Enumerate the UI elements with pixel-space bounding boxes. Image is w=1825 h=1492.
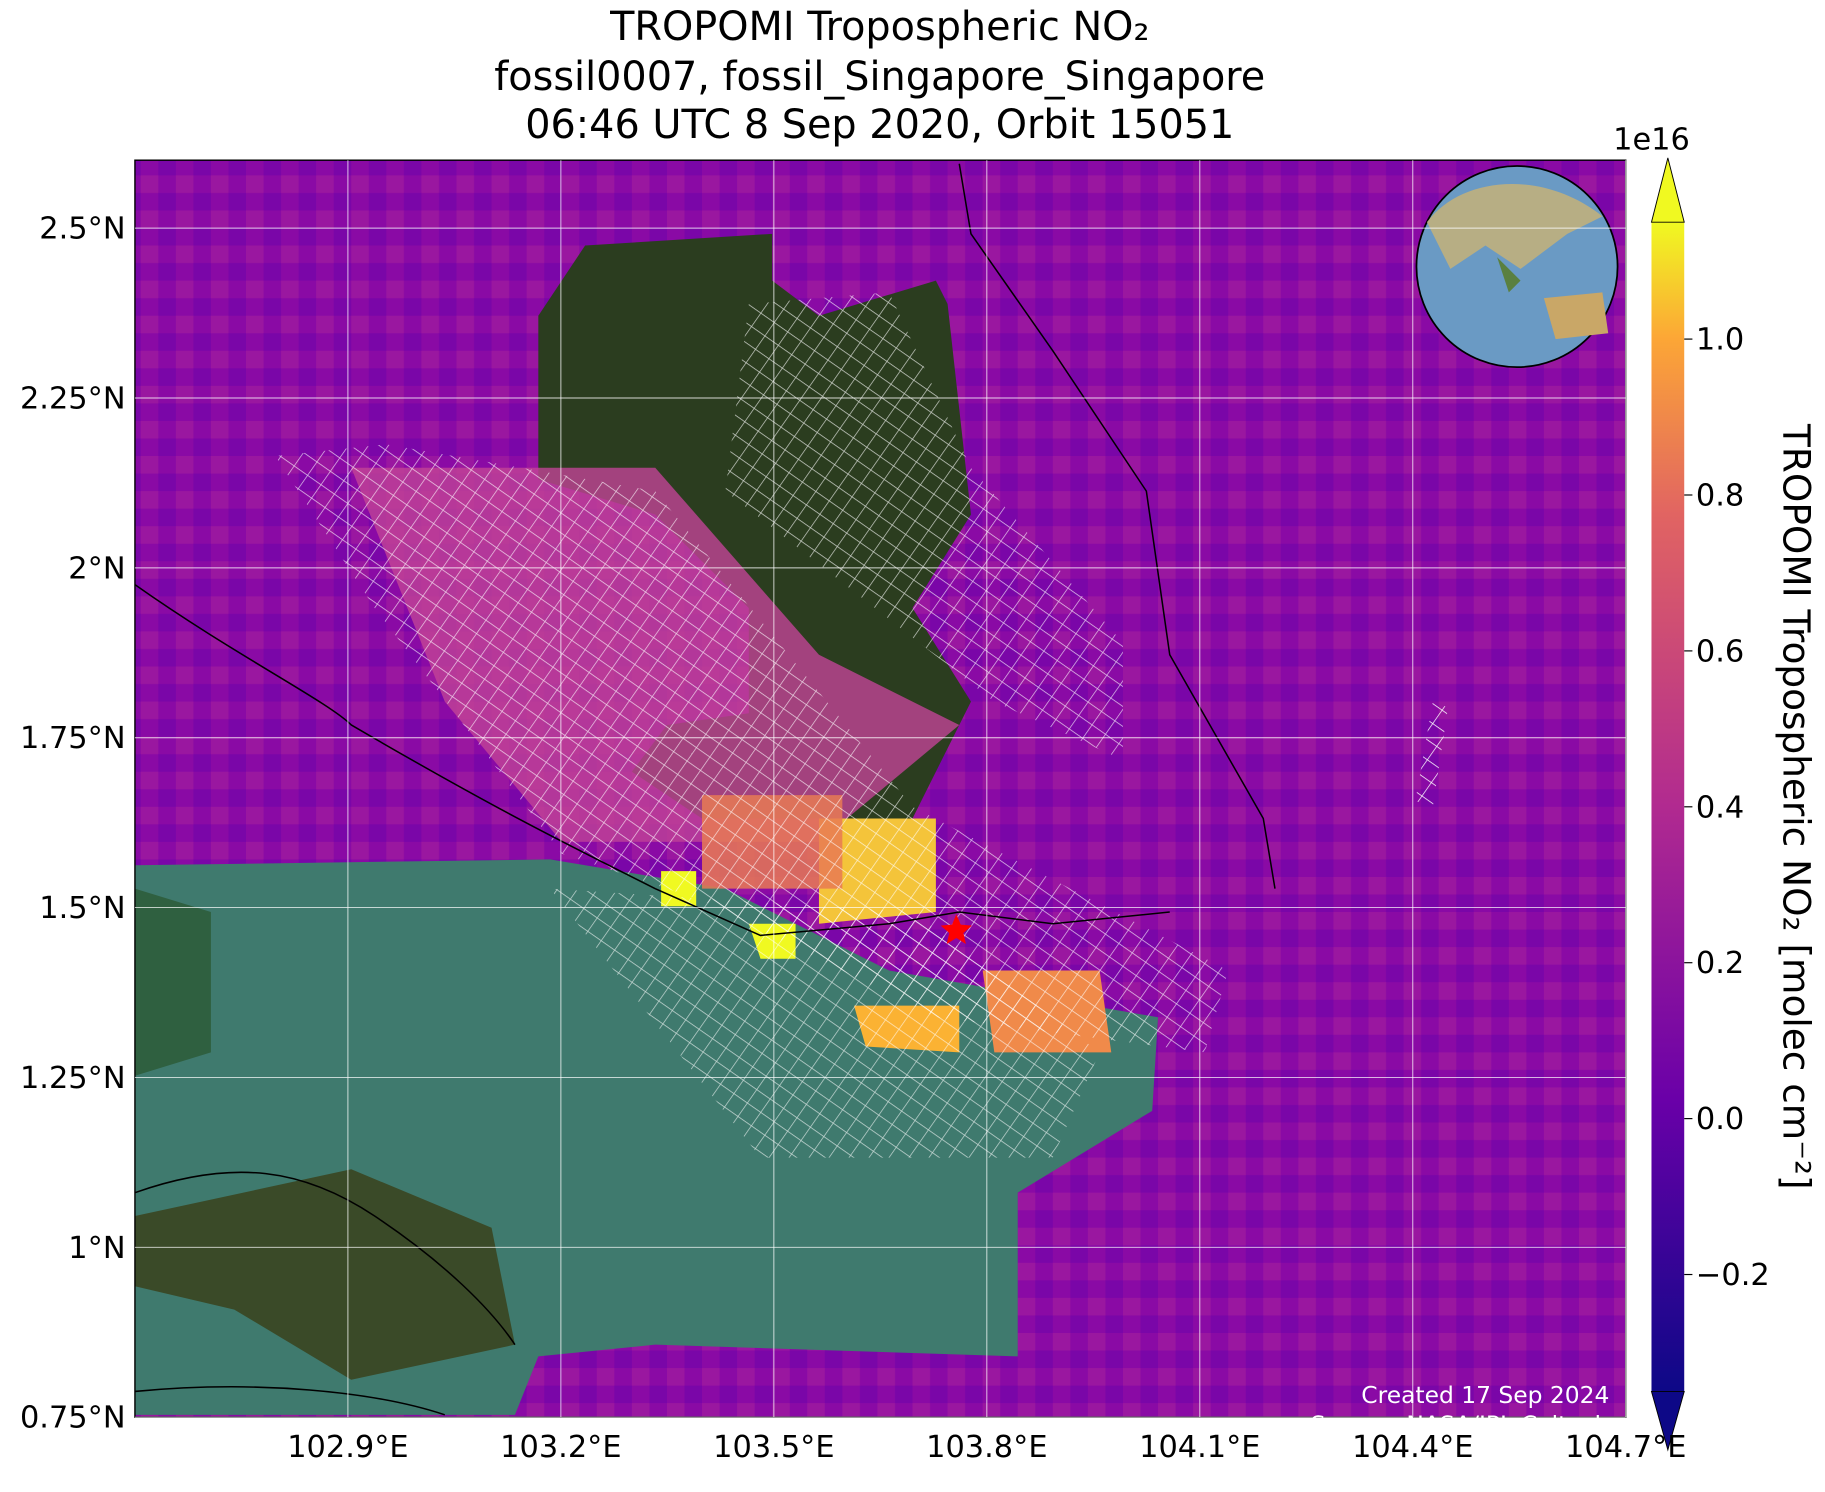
colorbar-extend-bottom (1650, 1390, 1685, 1452)
inset-globe (1415, 165, 1619, 369)
y-tick-label: 1.5°N (39, 891, 125, 926)
colorbar-offset: 1e16 (1613, 123, 1690, 158)
title-line: TROPOMI Tropospheric NO₂ (609, 4, 1149, 50)
x-tick-label: 104.4°E (1352, 1430, 1473, 1465)
y-tick-label: 1.75°N (20, 721, 126, 756)
y-tick-label: 1.25°N (20, 1061, 126, 1096)
x-tick-label: 103.2°E (500, 1430, 621, 1465)
y-tick-label: 2.25°N (20, 382, 126, 417)
colorbar-tick-label: 0.8 (1696, 479, 1744, 514)
footnote: Source: NASA/JPL-Caltech (1311, 1410, 1610, 1438)
colorbar-label: TROPOMI Tropospheric NO₂ [molec cm⁻²] (1775, 423, 1819, 1190)
x-tick-label: 104.1°E (1139, 1430, 1260, 1465)
colorbar-tick-label: 0.0 (1696, 1102, 1744, 1137)
colorbar-tick-label: 0.6 (1696, 634, 1744, 669)
y-tick-label: 2.5°N (39, 212, 125, 247)
title: TROPOMI Tropospheric NO₂ fossil0007, fos… (494, 4, 1265, 148)
footnote: Created 17 Sep 2024 (1361, 1381, 1609, 1409)
x-tick-label: 102.9°E (287, 1430, 408, 1465)
colorbar-body (1651, 222, 1685, 1392)
x-tick-label: 104.7°E (1565, 1430, 1686, 1465)
x-tick-label: 103.8°E (926, 1430, 1047, 1465)
y-tick-label: 1°N (68, 1231, 125, 1266)
map-background (134, 160, 1626, 1418)
colorbar-extend-top (1650, 157, 1685, 223)
title-line: 06:46 UTC 8 Sep 2020, Orbit 15051 (525, 102, 1234, 148)
colorbar: 1e16 TROPOMI Tropospheric NO₂ [molec cm⁻… (1613, 123, 1819, 1452)
title-line: fossil0007, fossil_Singapore_Singapore (494, 54, 1265, 100)
colorbar-tick-label: 0.4 (1696, 790, 1744, 825)
y-tick-label: 0.75°N (20, 1401, 126, 1436)
colorbar-tick-label: 0.2 (1696, 946, 1744, 981)
colorbar-tick-label: 1.0 (1696, 323, 1744, 358)
x-tick-label: 103.5°E (713, 1430, 834, 1465)
colorbar-tick-label: −0.2 (1696, 1258, 1770, 1293)
footnotes: Created 17 Sep 2024 Source: NASA/JPL-Cal… (1311, 1381, 1610, 1438)
y-tick-label: 2°N (68, 551, 125, 586)
source-marker (940, 914, 972, 944)
